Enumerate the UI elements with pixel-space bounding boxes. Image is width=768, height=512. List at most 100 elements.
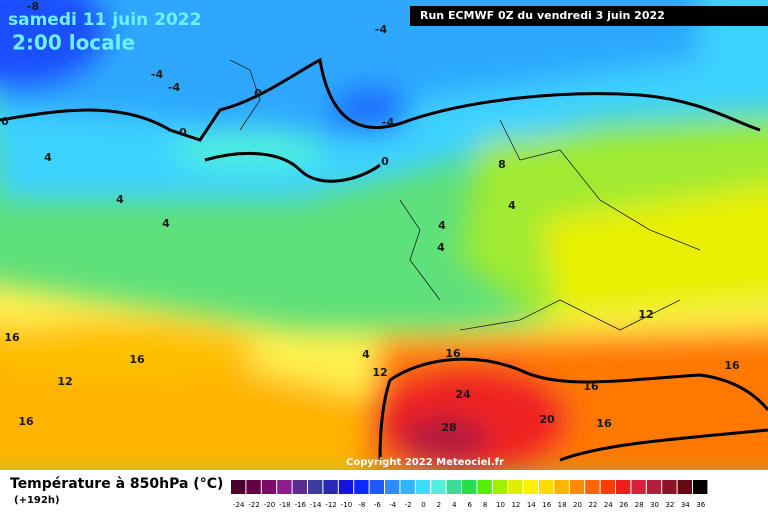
scale-swatch [462,480,477,494]
scale-swatch [415,480,431,494]
scale-tick-label: 8 [483,501,487,509]
contour-label: 16 [445,347,461,360]
run-box [410,6,768,26]
contour-label: 16 [583,380,599,393]
contour-label: 20 [539,413,555,426]
scale-tick-label: -22 [248,501,259,509]
scale-tick-label: -10 [341,501,352,509]
contour-label: 16 [18,415,34,428]
contour-label: 4 [438,219,446,232]
contour-label: 24 [455,388,471,401]
copyright: Copyright 2022 Meteociel.fr [346,457,504,468]
contour-label: 0 [254,87,262,100]
scale-tick-label: 0 [421,501,425,509]
contour-label: 4 [508,199,516,212]
scale-swatch [569,480,585,494]
scale-swatch [292,480,307,494]
scale-swatch [539,480,554,494]
contour-label: 28 [441,421,456,434]
contour-label: -8 [27,0,39,13]
contour-label: 8 [498,158,506,171]
scale-tick-label: -20 [264,501,275,509]
contour-label: 0 [1,115,9,128]
contour-label: 12 [372,366,387,379]
contour-label: 4 [437,241,445,254]
contour-label: 12 [57,375,72,388]
contour-label: 16 [4,331,20,344]
scale-swatch [308,480,323,494]
contour-label: 4 [116,193,124,206]
scale-swatch [338,480,354,494]
contour-label: 16 [129,353,145,366]
scale-swatch [431,480,446,494]
scale-swatch [631,480,646,494]
contour-label: 0 [179,126,187,139]
scale-tick-label: 32 [665,501,674,509]
contour-label: 4 [44,151,52,164]
valid-date: samedi 11 juin 2022 [8,10,201,30]
footer-title: Température à 850hPa (°C) [10,476,223,492]
scale-swatch [354,480,369,494]
scale-swatch [477,480,492,494]
scale-tick-label: 2 [437,501,441,509]
contour-label: 4 [162,217,170,230]
scale-swatch [508,480,523,494]
scale-swatch [446,480,461,494]
scale-tick-label: -16 [295,501,307,509]
map-field [0,0,768,480]
scale-tick-label: 22 [588,501,597,509]
scale-tick-label: -18 [279,501,290,509]
scale-swatch [261,480,277,494]
scale-tick-label: 36 [696,501,705,509]
run-info: Run ECMWF 0Z du vendredi 3 juin 2022 [420,9,665,22]
valid-time: 2:00 locale [12,31,135,55]
scale-tick-label: 16 [542,501,551,509]
scale-tick-label: 10 [496,501,505,509]
scale-swatch [492,480,508,494]
scale-swatch [369,480,384,494]
contour-label: -4 [375,23,388,36]
scale-tick-label: 20 [573,501,582,509]
scale-swatch [554,480,569,494]
scale-swatch [400,480,415,494]
scale-swatch [385,480,400,494]
scale-swatch [323,480,338,494]
scale-tick-label: -14 [310,501,322,509]
scale-tick-label: -2 [405,501,412,509]
scale-tick-label: 14 [527,501,536,509]
footer-lead: (+192h) [14,495,60,506]
scale-tick-label: 28 [635,501,644,509]
scale-swatch [693,480,708,494]
scale-swatch [616,480,631,494]
contour-label: -4 [382,116,395,129]
scale-swatch [646,480,662,494]
scale-swatch [277,480,292,494]
scale-tick-label: 6 [467,501,472,509]
contour-label: -4 [168,81,181,94]
scale-swatch [677,480,692,494]
contour-label: 16 [724,359,740,372]
scale-swatch [585,480,600,494]
color-scale: -24 -22 -20 -18 -16 -14 -12 -10 -8 -6 -4 -2 0 2 4 6 8 10 1… [231,480,708,509]
scale-tick-label: -6 [374,501,382,509]
contour-label: 16 [596,417,612,430]
scale-tick-label: 24 [604,501,613,509]
scale-tick-label: 34 [681,501,690,509]
scale-tick-label: -8 [358,501,365,509]
scale-tick-label: 4 [452,501,457,509]
contour-label: 12 [638,308,653,321]
scale-swatch [662,480,677,494]
contour-label: 0 [381,155,389,168]
scale-swatch [600,480,615,494]
scale-tick-label: 18 [558,501,567,509]
scale-tick-label: 26 [619,501,628,509]
scale-tick-label: -24 [233,501,245,509]
scale-tick-label: -4 [389,501,397,509]
scale-swatch [231,480,246,494]
scale-tick-label: 30 [650,501,659,509]
scale-tick-label: -12 [325,501,336,509]
contour-label: -4 [151,68,164,81]
